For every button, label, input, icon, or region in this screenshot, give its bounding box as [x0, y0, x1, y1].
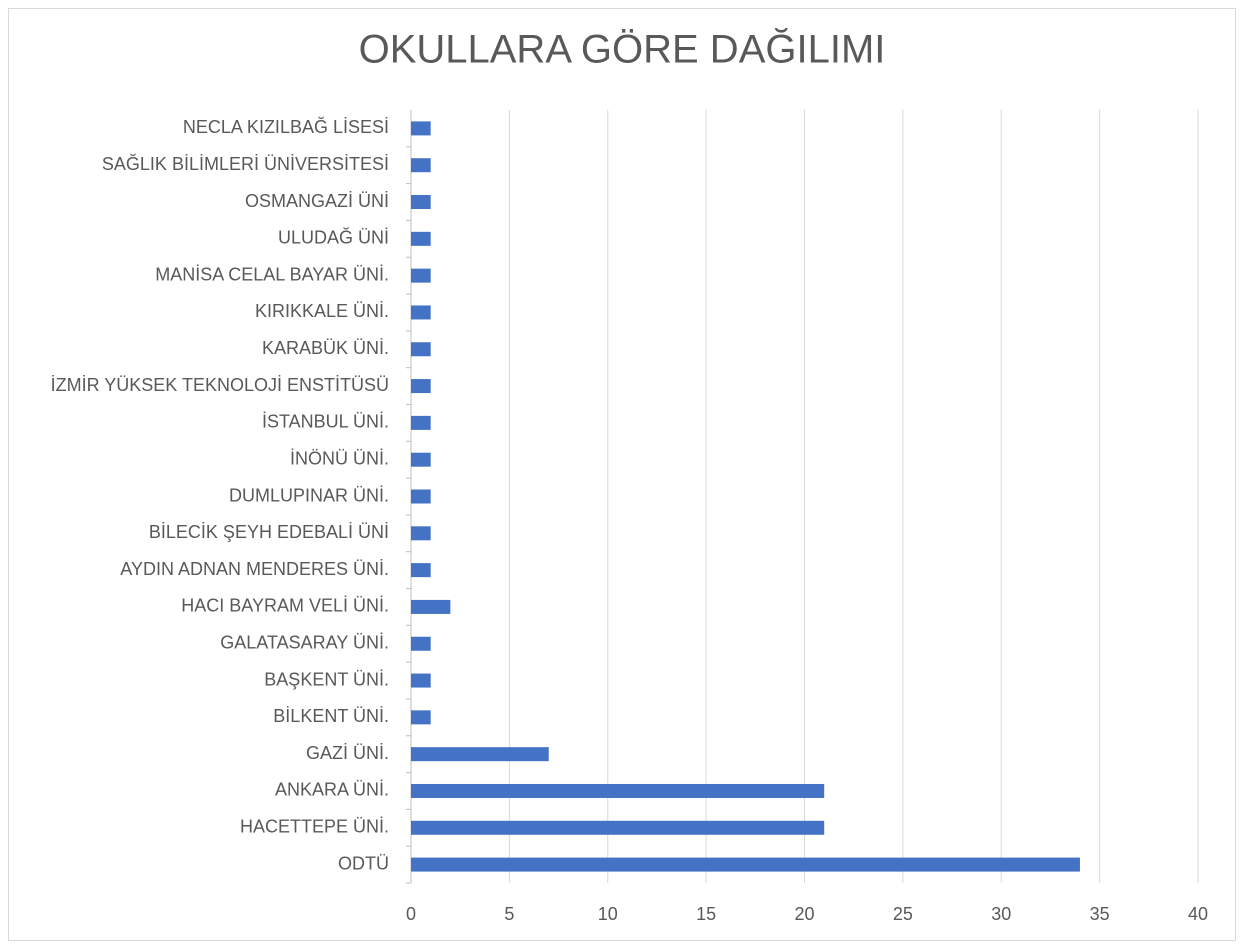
bar	[411, 452, 431, 467]
y-tick-label: SAĞLIK BİLİMLERİ ÜNİVERSİTESİ	[102, 153, 389, 174]
y-tick-label: KIRIKKALE ÜNİ.	[255, 301, 389, 321]
y-tick-label: ULUDAĞ ÜNİ	[278, 227, 389, 248]
x-tick-label: 25	[893, 904, 913, 924]
y-tick-label: AYDIN ADNAN MENDERES ÜNİ.	[120, 559, 389, 579]
y-tick-label: NECLA KIZILBAĞ LİSESİ	[183, 116, 389, 137]
y-tick-label: BİLKENT ÜNİ.	[273, 706, 389, 726]
bar	[411, 415, 431, 430]
bar	[411, 489, 431, 504]
x-tick-label: 10	[598, 904, 618, 924]
bar	[411, 783, 825, 798]
bar	[411, 673, 431, 688]
bar	[411, 158, 431, 173]
bar	[411, 342, 431, 357]
bar	[411, 526, 431, 541]
bar	[411, 563, 431, 578]
bar	[411, 121, 431, 136]
bar	[411, 305, 431, 320]
bar	[411, 268, 431, 283]
x-tick-label: 35	[1090, 904, 1110, 924]
y-tick-label: GALATASARAY ÜNİ.	[220, 632, 389, 652]
bar	[411, 231, 431, 246]
bar	[411, 599, 451, 614]
bar	[411, 636, 431, 651]
x-tick-label: 30	[991, 904, 1011, 924]
y-tick-label: HACI BAYRAM VELİ ÜNİ.	[181, 596, 389, 616]
chart-frame	[8, 8, 1236, 941]
y-tick-label: DUMLUPINAR ÜNİ.	[229, 485, 389, 505]
bar	[411, 747, 549, 762]
x-tick-label: 0	[406, 904, 416, 924]
y-tick-label: HACETTEPE ÜNİ.	[240, 817, 389, 837]
y-tick-label: BAŞKENT ÜNİ.	[264, 669, 389, 689]
y-tick-label: BİLECİK ŞEYH EDEBALİ ÜNİ	[149, 522, 389, 542]
bar	[411, 195, 431, 210]
x-tick-label: 5	[504, 904, 514, 924]
y-tick-label: İSTANBUL ÜNİ.	[262, 412, 389, 432]
bar	[411, 379, 431, 394]
bar	[411, 710, 431, 725]
y-tick-label: OSMANGAZİ ÜNİ	[245, 191, 389, 211]
y-tick-label: İZMİR YÜKSEK TEKNOLOJİ ENSTİTÜSÜ	[51, 375, 389, 395]
y-tick-label: MANİSA CELAL BAYAR ÜNİ.	[155, 264, 389, 284]
chart-title: OKULLARA GÖRE DAĞILIMI	[359, 27, 886, 72]
x-tick-label: 15	[696, 904, 716, 924]
y-tick-label: ODTÜ	[338, 853, 389, 873]
x-tick-label: 20	[794, 904, 814, 924]
x-tick-label: 40	[1188, 904, 1208, 924]
y-tick-label: ANKARA ÜNİ.	[275, 780, 389, 800]
bar	[411, 857, 1080, 872]
y-tick-label: GAZİ ÜNİ.	[306, 743, 389, 763]
y-tick-label: KARABÜK ÜNİ.	[262, 338, 389, 358]
bar	[411, 820, 825, 835]
y-tick-label: İNÖNÜ ÜNİ.	[290, 448, 389, 468]
